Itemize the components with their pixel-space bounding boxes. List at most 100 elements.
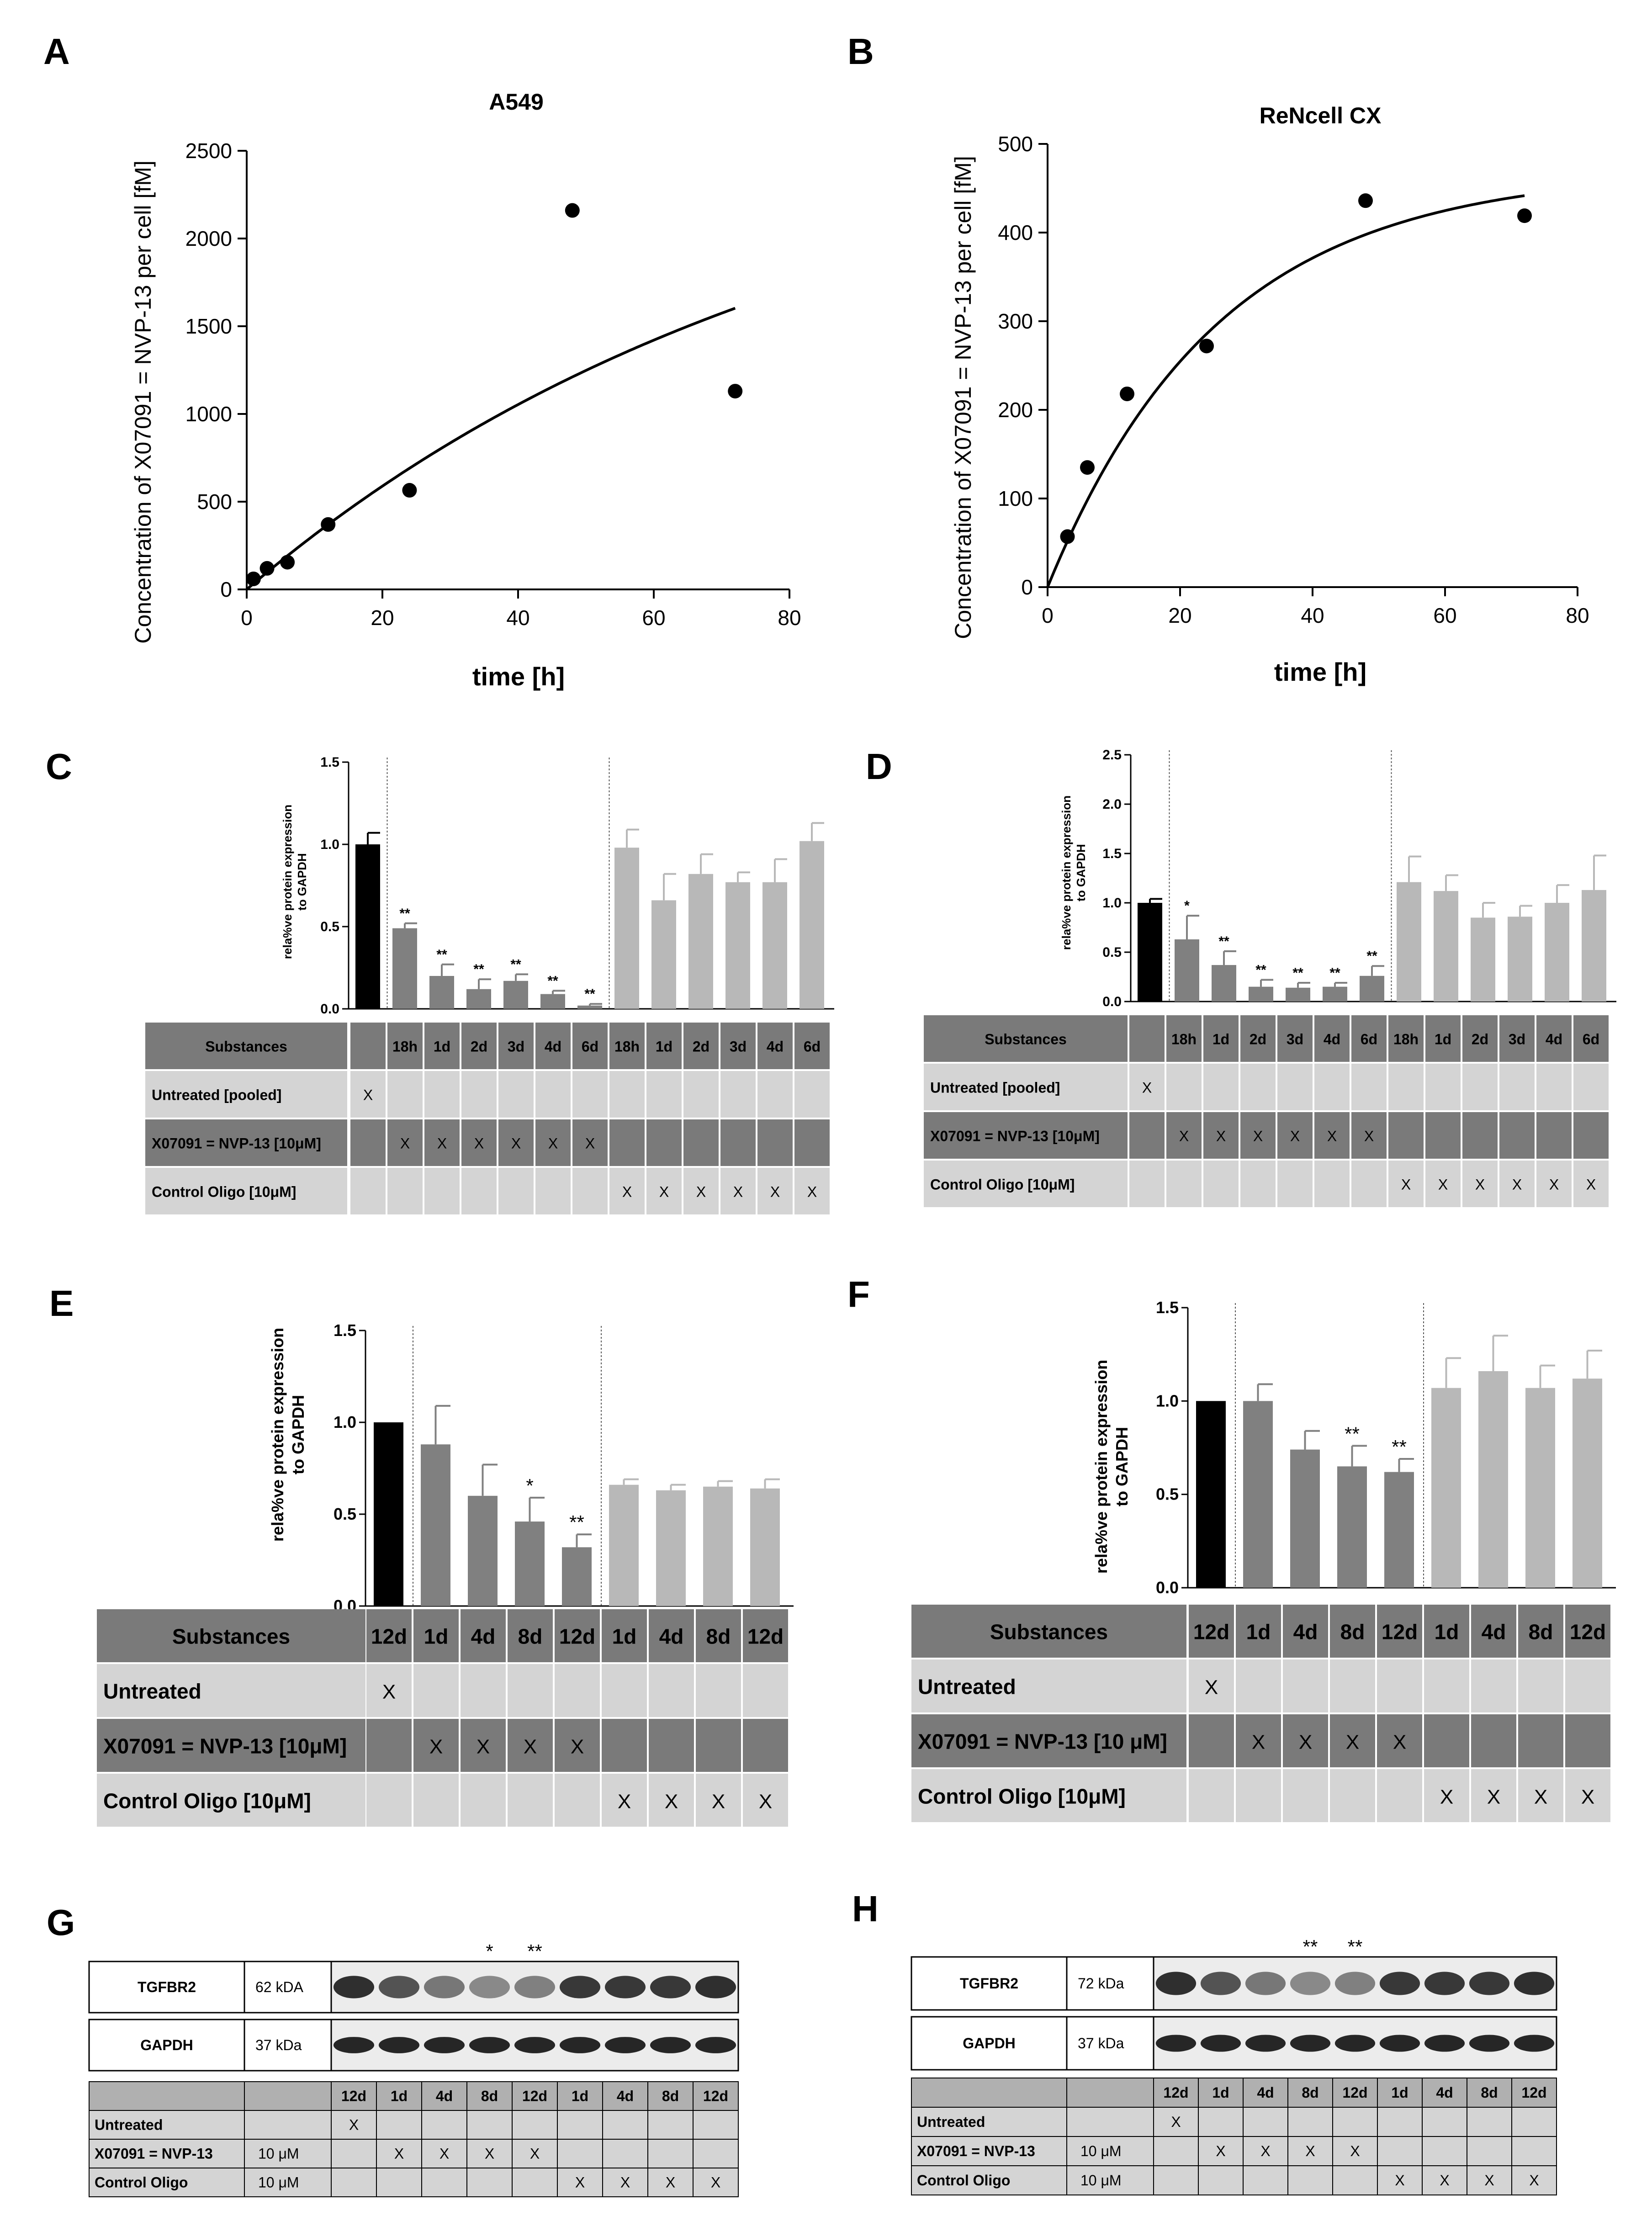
chart-a549: A549 time [h] Concentration of X07091 = … [130, 89, 801, 691]
table-cell [461, 1023, 497, 1069]
table-cell [794, 1119, 830, 1166]
table-dose-label: 10 μM [1080, 2143, 1122, 2159]
fit-curve [1046, 194, 1525, 588]
data-point [728, 384, 743, 399]
table-cell [1471, 1659, 1516, 1712]
panel-label-h: H [852, 1888, 879, 1929]
significance-label: ** [1366, 949, 1377, 964]
table-dose-label: 10 μM [258, 2174, 299, 2191]
table-column-header: 4d [767, 1039, 784, 1055]
treatment-mark: X [733, 1184, 743, 1200]
table-label-cell [97, 1719, 365, 1772]
bar [1243, 1401, 1273, 1588]
bar [1249, 986, 1273, 1002]
bar [392, 928, 417, 1009]
table-cell [1471, 1605, 1516, 1658]
treatment-mark: X [571, 1735, 584, 1758]
table-label-cell [924, 1112, 1128, 1159]
table-row-label: Control Oligo [10μM] [103, 1789, 311, 1813]
treatment-mark: X [1484, 2172, 1494, 2189]
table-column-header: 4d [1257, 2084, 1274, 2101]
treatment-mark: X [575, 2174, 585, 2191]
table-column-header: 1d [424, 1624, 449, 1648]
treatment-mark: X [485, 2146, 494, 2162]
data-point [1358, 193, 1373, 208]
significance-label: ** [1303, 1936, 1318, 1957]
table-cell [376, 2081, 422, 2111]
table-column-header: 4d [1482, 1620, 1506, 1643]
x-tick-label: 20 [1168, 604, 1191, 627]
table-cell [609, 1119, 645, 1166]
table-label-cell [911, 1605, 1186, 1658]
table-cell [350, 1119, 386, 1166]
treatment-mark: X [1438, 1177, 1448, 1193]
bar [374, 1422, 403, 1606]
y-axis-label-line2: to GAPDH [295, 853, 309, 911]
table-cell [461, 1774, 506, 1827]
table-cell [683, 1023, 719, 1069]
bar [688, 874, 713, 1009]
significance-label: ** [547, 973, 558, 988]
blot-band [514, 2037, 556, 2053]
bar [421, 1444, 450, 1606]
table-column-header: 4d [1324, 1031, 1340, 1048]
bar [466, 989, 491, 1009]
table-cell [1424, 1714, 1469, 1767]
table-column-header: 1d [1212, 2084, 1229, 2101]
table-cell [1462, 1015, 1498, 1062]
table-cell [720, 1071, 756, 1118]
table-cell [461, 1168, 497, 1214]
table-cell [602, 1719, 647, 1772]
table-cell [555, 1664, 600, 1717]
table-cell [1565, 1769, 1610, 1822]
table-column-header: 2d [1250, 1031, 1266, 1048]
table-cell [696, 1609, 741, 1662]
table-cell [350, 1071, 386, 1118]
table-cell [557, 2110, 603, 2140]
table-cell [1330, 1605, 1375, 1658]
table-cell [508, 1774, 553, 1827]
table-row-label: Untreated [pooled] [152, 1087, 281, 1103]
table-cell [1189, 1659, 1234, 1712]
table-cell [1462, 1161, 1498, 1207]
table-cell [1422, 2165, 1467, 2195]
table-cell [1422, 2136, 1467, 2166]
table-cell [1287, 2107, 1333, 2137]
table-cell [421, 2081, 467, 2111]
table-row-label: X07091 = NVP-13 [10μM] [103, 1734, 347, 1758]
table-column-header: 12d [1342, 2084, 1367, 2101]
table-cell [498, 1168, 534, 1214]
data-point [1517, 208, 1532, 223]
bar [762, 882, 787, 1009]
table-cell [1314, 1161, 1350, 1207]
blot-kda-box [1066, 1956, 1154, 2011]
treatment-mark: X [394, 2146, 404, 2162]
treatment-mark: X [659, 1184, 669, 1200]
treatment-mark: X [807, 1184, 817, 1200]
blot-kda-box [244, 2019, 332, 2072]
table-label-cell [911, 2165, 1067, 2195]
table-cell [602, 1774, 647, 1827]
y-axis-label-line2: to GAPDH [289, 1395, 307, 1474]
table-column-header: 18h [1171, 1031, 1197, 1048]
blot-band [559, 2037, 601, 2053]
table-cell [1425, 1064, 1461, 1110]
bar [515, 1521, 545, 1606]
table-cell [683, 1071, 719, 1118]
table-cell [555, 1774, 600, 1827]
table-cell [602, 2168, 648, 2197]
table-column-header: 6d [1361, 1031, 1377, 1048]
table-column-header: 3d [730, 1039, 747, 1055]
y-axis-label-line1: rela%ve protein expression [281, 805, 294, 959]
treatment-mark: X [1440, 2172, 1449, 2189]
significance-label: ** [1292, 965, 1303, 981]
table-cell [646, 1071, 682, 1118]
table-cell [376, 2168, 422, 2197]
blot-band [1514, 2035, 1555, 2052]
bar [355, 844, 380, 1009]
bar [1525, 1388, 1555, 1588]
treatment-mark: X [1487, 1786, 1500, 1808]
blot-band [424, 2037, 465, 2053]
treatment-mark: X [665, 1790, 678, 1813]
